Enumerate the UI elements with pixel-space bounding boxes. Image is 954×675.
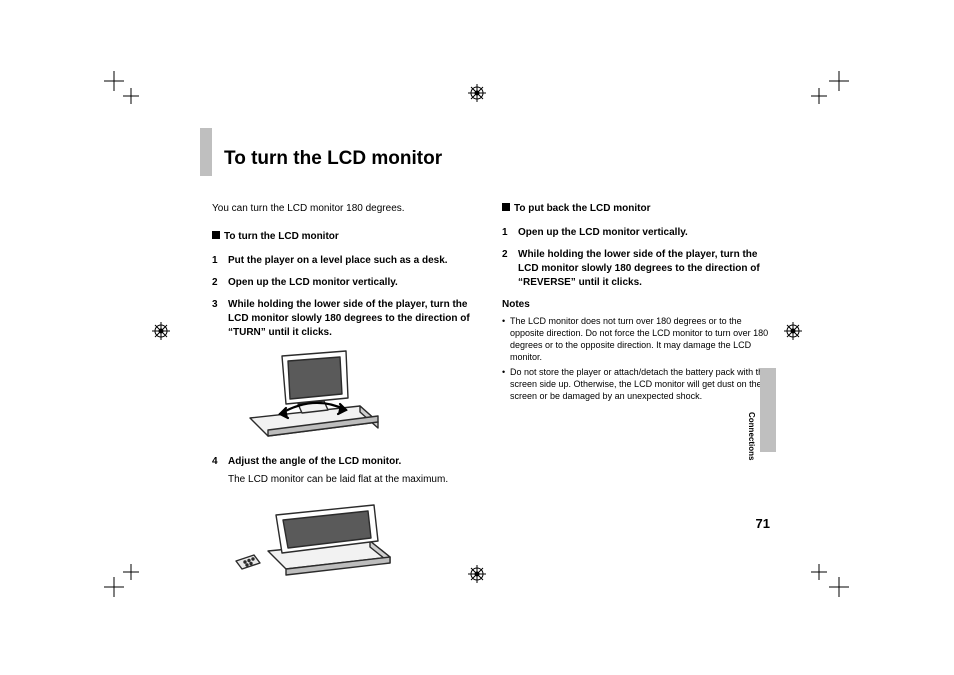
note-text: The LCD monitor does not turn over 180 d…: [510, 315, 770, 364]
page-number: 71: [756, 516, 770, 531]
step-text: Open up the LCD monitor vertically.: [228, 276, 480, 290]
registration-mark-top: [468, 84, 486, 102]
crop-mark-br-inner: [801, 552, 831, 582]
note-text: Do not store the player or attach/detach…: [510, 366, 770, 402]
left-column: You can turn the LCD monitor 180 degrees…: [212, 202, 480, 594]
right-column: To put back the LCD monitor 1 Open up th…: [502, 202, 770, 594]
section-heading-turn: To turn the LCD monitor: [212, 230, 480, 244]
registration-mark-right: [784, 322, 802, 340]
step-text: Adjust the angle of the LCD monitor.: [228, 455, 480, 469]
step-text: Put the player on a level place such as …: [228, 254, 480, 268]
step-number: 1: [212, 254, 228, 268]
step-4: 4 Adjust the angle of the LCD monitor.: [212, 455, 480, 469]
page-title: To turn the LCD monitor: [224, 148, 442, 170]
step-text: While holding the lower side of the play…: [518, 248, 770, 290]
step-text: While holding the lower side of the play…: [228, 298, 480, 340]
step-number: 2: [502, 248, 518, 290]
figure-angle-monitor: [228, 495, 480, 584]
note-2: • Do not store the player or attach/deta…: [502, 366, 770, 402]
section-tab-label: Connections: [747, 412, 756, 460]
note-1: • The LCD monitor does not turn over 180…: [502, 315, 770, 364]
title-accent-bar: [200, 128, 212, 176]
crop-mark-tl-inner: [123, 88, 153, 118]
step-2r: 2 While holding the lower side of the pl…: [502, 248, 770, 290]
section-heading-putback: To put back the LCD monitor: [502, 202, 770, 216]
step-1r: 1 Open up the LCD monitor vertically.: [502, 226, 770, 240]
bullet-icon: •: [502, 366, 510, 402]
step-text: Open up the LCD monitor vertically.: [518, 226, 770, 240]
figure-turn-monitor: [228, 348, 480, 445]
crop-mark-tr-inner: [801, 88, 831, 118]
notes-heading: Notes: [502, 298, 770, 312]
step-number: 2: [212, 276, 228, 290]
step-4-subtext: The LCD monitor can be laid flat at the …: [228, 473, 480, 487]
step-number: 3: [212, 298, 228, 340]
crop-mark-bl-inner: [123, 552, 153, 582]
intro-text: You can turn the LCD monitor 180 degrees…: [212, 202, 480, 216]
step-2: 2 Open up the LCD monitor vertically.: [212, 276, 480, 290]
step-1: 1 Put the player on a level place such a…: [212, 254, 480, 268]
section-tab: [760, 368, 776, 452]
section-heading-turn-text: To turn the LCD monitor: [224, 231, 339, 242]
step-number: 4: [212, 455, 228, 469]
content-columns: You can turn the LCD monitor 180 degrees…: [212, 202, 770, 594]
square-bullet-icon: [502, 203, 510, 211]
step-3: 3 While holding the lower side of the pl…: [212, 298, 480, 340]
bullet-icon: •: [502, 315, 510, 364]
registration-mark-left: [152, 322, 170, 340]
manual-page: To turn the LCD monitor You can turn the…: [0, 0, 954, 675]
square-bullet-icon: [212, 231, 220, 239]
section-heading-putback-text: To put back the LCD monitor: [514, 203, 650, 214]
step-number: 1: [502, 226, 518, 240]
